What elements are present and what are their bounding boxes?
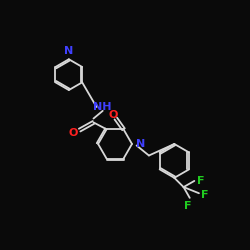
Text: F: F: [184, 201, 192, 211]
Text: NH: NH: [94, 102, 112, 112]
Text: N: N: [136, 139, 145, 149]
Text: F: F: [197, 176, 204, 186]
Text: F: F: [201, 190, 209, 200]
Text: O: O: [69, 128, 78, 138]
Text: N: N: [64, 46, 74, 56]
Text: O: O: [108, 110, 118, 120]
